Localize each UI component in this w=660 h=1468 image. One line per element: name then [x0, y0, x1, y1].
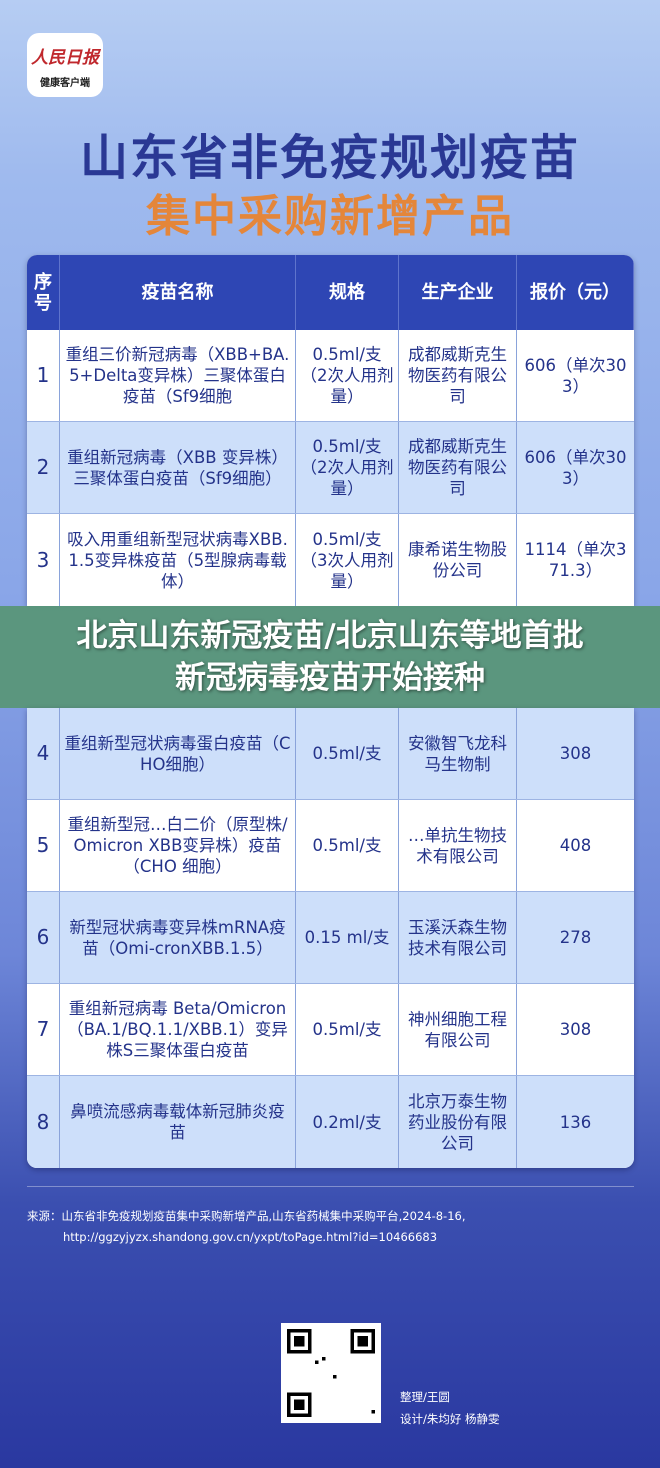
table-cell: 康希诺生物股份公司 — [399, 514, 517, 606]
table-cell: 重组新冠病毒 Beta/Omicron（BA.1/BQ.1.1/XBB.1）变异… — [60, 984, 296, 1075]
headline-banner: 北京山东新冠疫苗/北京山东等地首批 新冠病毒疫苗开始接种 — [0, 606, 660, 708]
table-row: 2 重组新冠病毒（XBB 变异株）三聚体蛋白疫苗（Sf9细胞） 0.5ml/支（2次… — [27, 422, 634, 514]
vaccine-table-continued: 4 重组新型冠状病毒蛋白疫苗（CHO细胞） 0.5ml/支 安徽智飞龙科马生物制 308… — [27, 708, 634, 1168]
table-cell: 重组三价新冠病毒（XBB+BA.5+Delta变异株）三聚体蛋白疫苗（Sf9细胞 — [60, 330, 296, 421]
table-cell: 278 — [559, 928, 592, 947]
table-row: 4 重组新型冠状病毒蛋白疫苗（CHO细胞） 0.5ml/支 安徽智飞龙科马生物制 308 — [27, 708, 634, 800]
table-cell: 0.5ml/支 — [296, 800, 399, 891]
table-cell: 北京万泰生物药业股份有限公司 — [399, 1076, 517, 1168]
vaccine-table: 序号 疫苗名称 规格 生产企业 报价（元） 1 重组三价新冠病毒（XBB+BA.5… — [27, 255, 634, 606]
table-cell: 1114（单次371.3） — [524, 540, 627, 580]
table-cell: 鼻喷流感病毒载体新冠肺炎疫苗 — [60, 1076, 296, 1168]
table-cell: 玉溪沃森生物技术有限公司 — [399, 892, 517, 983]
table-cell: 重组新型冠状病毒蛋白疫苗（CHO细胞） — [60, 708, 296, 799]
table-cell: 新型冠状病毒变异株mRNA疫苗（Omi-cronXBB.1.5） — [60, 892, 296, 983]
table-cell: …单抗生物技术有限公司 — [399, 800, 517, 891]
header-cell: 疫苗名称 — [60, 255, 296, 330]
table-header: 序号 疫苗名称 规格 生产企业 报价（元） — [27, 255, 634, 330]
table-cell: 0.15 ml/支 — [296, 892, 399, 983]
source-line1: 来源：山东省非免疫规划疫苗集中采购新增产品,山东省药械集中采购平台,2024-8… — [27, 1209, 466, 1223]
header-cell: 报价（元） — [517, 255, 634, 330]
credits: 整理/王圆 设计/朱均好 杨静雯 — [400, 1386, 500, 1430]
table-cell: 成都威斯克生物医药有限公司 — [399, 422, 517, 513]
logo: 人民日报 健康客户端 — [27, 33, 103, 97]
table-cell: 3 — [27, 514, 60, 606]
table-cell: 吸入用重组新型冠状病毒XBB.1.5变异株疫苗（5型腺病毒载体） — [60, 514, 296, 606]
header-cell: 规格 — [296, 255, 399, 330]
table-cell: 5 — [27, 800, 60, 891]
page-subtitle: 集中采购新增产品 — [146, 191, 514, 242]
table-cell: 0.5ml/支（2次人用剂量） — [296, 422, 399, 513]
divider — [27, 1186, 634, 1187]
table-row: 1 重组三价新冠病毒（XBB+BA.5+Delta变异株）三聚体蛋白疫苗（Sf9细… — [27, 330, 634, 422]
table-cell: 0.5ml/支 — [296, 708, 399, 799]
qr-code — [281, 1323, 381, 1423]
page-title: 山东省非免疫规划疫苗 — [79, 130, 580, 186]
table-cell: 606（单次303） — [524, 355, 627, 396]
table-cell: 606（单次303） — [524, 447, 627, 488]
table-row: 6 新型冠状病毒变异株mRNA疫苗（Omi-cronXBB.1.5） 0.15 ml… — [27, 892, 634, 984]
table-cell: 8 — [27, 1076, 60, 1168]
table-cell: 安徽智飞龙科马生物制 — [399, 708, 517, 799]
table-cell: 4 — [27, 708, 60, 799]
table-cell: 136 — [559, 1112, 592, 1132]
table-row: 5 重组新型冠…白二价（原型株/Omicron XBB变异株）疫苗（CHO 细胞）… — [27, 800, 634, 892]
credit-editor: 整理/王圆 — [400, 1390, 450, 1404]
table-cell: 408 — [559, 836, 592, 855]
table-row: 7 重组新冠病毒 Beta/Omicron（BA.1/BQ.1.1/XBB.1）变… — [27, 984, 634, 1076]
table-cell: 重组新冠病毒（XBB 变异株）三聚体蛋白疫苗（Sf9细胞） — [60, 422, 296, 513]
source-note: 来源：山东省非免疫规划疫苗集中采购新增产品,山东省药械集中采购平台,2024-8… — [27, 1206, 465, 1248]
banner-line1: 北京山东新冠疫苗/北京山东等地首批 — [76, 618, 584, 654]
credit-design: 设计/朱均好 杨静雯 — [400, 1412, 500, 1426]
table-cell: 0.5ml/支（2次人用剂量） — [296, 330, 399, 421]
table-cell: 成都威斯克生物医药有限公司 — [399, 330, 517, 421]
table-cell: 7 — [27, 984, 60, 1075]
table-cell: 1 — [27, 330, 60, 421]
logo-line2: 健康客户端 — [40, 78, 90, 89]
logo-line1: 人民日报 — [31, 48, 99, 68]
header-cell: 生产企业 — [399, 255, 517, 330]
table-cell: 308 — [559, 744, 592, 763]
table-cell: 0.5ml/支（3次人用剂量） — [296, 514, 399, 606]
table-cell: 重组新型冠…白二价（原型株/Omicron XBB变异株）疫苗（CHO 细胞） — [60, 800, 296, 891]
table-row: 8 鼻喷流感病毒载体新冠肺炎疫苗 0.2ml/支 北京万泰生物药业股份有限公司 136 — [27, 1076, 634, 1168]
table-cell: 神州细胞工程有限公司 — [399, 984, 517, 1075]
table-cell: 308 — [559, 1020, 592, 1039]
source-url: http://ggzyjyzx.shandong.gov.cn/yxpt/toP… — [63, 1230, 438, 1244]
table-row: 3 吸入用重组新型冠状病毒XBB.1.5变异株疫苗（5型腺病毒载体） 0.5ml/支… — [27, 514, 634, 606]
table-cell: 6 — [27, 892, 60, 983]
table-cell: 2 — [27, 422, 60, 513]
table-cell: 0.5ml/支 — [296, 984, 399, 1075]
table-cell: 0.2ml/支 — [296, 1076, 399, 1168]
header-cell: 序号 — [27, 255, 60, 330]
banner-line2: 新冠病毒疫苗开始接种 — [175, 660, 485, 696]
